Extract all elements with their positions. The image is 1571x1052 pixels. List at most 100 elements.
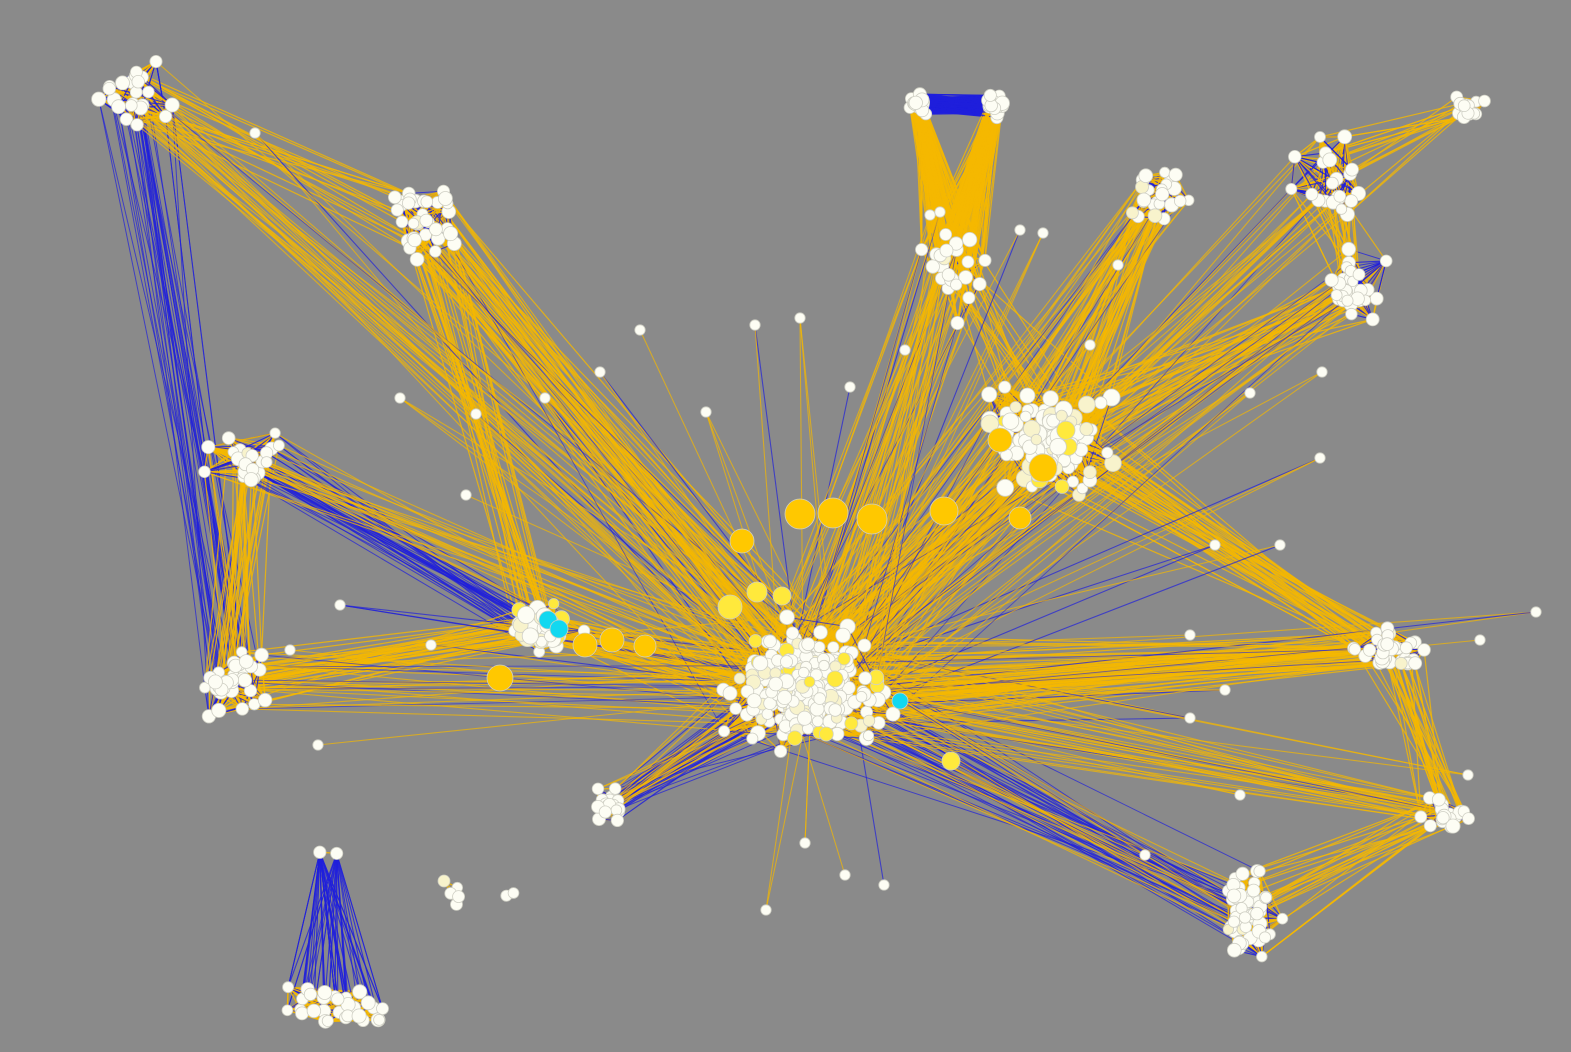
graph-node[interactable]: [729, 702, 742, 715]
graph-node[interactable]: [443, 226, 459, 242]
graph-node[interactable]: [1084, 339, 1096, 351]
graph-node[interactable]: [1155, 187, 1170, 202]
graph-node[interactable]: [125, 99, 138, 112]
graph-node[interactable]: [1030, 433, 1043, 446]
graph-node[interactable]: [1184, 712, 1196, 724]
graph-node[interactable]: [981, 386, 998, 403]
graph-node[interactable]: [235, 702, 250, 716]
graph-node[interactable]: [609, 782, 622, 795]
graph-node[interactable]: [950, 278, 963, 291]
graph-node[interactable]: [407, 232, 422, 248]
graph-node[interactable]: [1260, 891, 1273, 904]
graph-node[interactable]: [844, 381, 856, 393]
graph-node[interactable]: [1414, 810, 1428, 824]
graph-node[interactable]: [331, 992, 345, 1006]
graph-node[interactable]: [352, 984, 368, 1000]
graph-node[interactable]: [1219, 684, 1231, 696]
graph-node[interactable]: [452, 890, 466, 903]
graph-node[interactable]: [794, 312, 806, 324]
hub-node[interactable]: [772, 586, 792, 606]
graph-node[interactable]: [428, 222, 443, 237]
graph-node[interactable]: [111, 99, 126, 115]
graph-node[interactable]: [962, 291, 976, 305]
graph-node[interactable]: [1462, 769, 1474, 781]
graph-node[interactable]: [1423, 819, 1437, 833]
graph-node[interactable]: [460, 489, 472, 501]
graph-node[interactable]: [419, 213, 434, 228]
graph-node[interactable]: [312, 739, 324, 751]
graph-node[interactable]: [1042, 390, 1059, 407]
graph-node[interactable]: [748, 634, 763, 648]
graph-node[interactable]: [1325, 176, 1339, 190]
graph-node[interactable]: [1112, 259, 1124, 271]
graph-node[interactable]: [1530, 606, 1542, 618]
graph-node[interactable]: [958, 270, 973, 285]
graph-node[interactable]: [1078, 395, 1096, 414]
graph-node[interactable]: [763, 634, 777, 648]
graph-node[interactable]: [1345, 162, 1359, 177]
graph-node[interactable]: [980, 414, 1000, 434]
graph-node[interactable]: [407, 217, 420, 230]
graph-node[interactable]: [813, 625, 828, 640]
graph-node[interactable]: [799, 837, 811, 849]
hub-node[interactable]: [1008, 506, 1032, 530]
graph-node[interactable]: [1104, 454, 1122, 473]
graph-node[interactable]: [243, 472, 259, 488]
graph-node[interactable]: [317, 985, 333, 1000]
graph-node[interactable]: [939, 228, 953, 241]
graph-node[interactable]: [787, 730, 803, 746]
graph-node[interactable]: [429, 245, 442, 258]
graph-node[interactable]: [1014, 224, 1026, 236]
graph-node[interactable]: [281, 1004, 294, 1017]
graph-node[interactable]: [198, 465, 211, 479]
graph-node[interactable]: [239, 654, 254, 669]
graph-node[interactable]: [1184, 629, 1196, 641]
graph-node[interactable]: [395, 215, 409, 229]
hub-node[interactable]: [929, 496, 959, 526]
graph-node[interactable]: [878, 879, 890, 891]
graph-node[interactable]: [1256, 950, 1268, 963]
graph-node[interactable]: [972, 277, 987, 292]
graph-node[interactable]: [295, 1006, 309, 1021]
graph-node[interactable]: [1209, 539, 1221, 551]
graph-node[interactable]: [131, 74, 145, 89]
graph-node[interactable]: [934, 206, 946, 218]
graph-node[interactable]: [746, 693, 762, 709]
graph-node[interactable]: [321, 1014, 334, 1027]
hub-node[interactable]: [572, 632, 598, 658]
graph-node[interactable]: [1337, 129, 1353, 145]
graph-node[interactable]: [797, 710, 813, 726]
graph-node[interactable]: [102, 81, 117, 96]
graph-node[interactable]: [91, 91, 107, 107]
graph-node[interactable]: [254, 647, 269, 663]
hub-node[interactable]: [784, 498, 816, 530]
graph-node[interactable]: [1335, 203, 1348, 215]
graph-node[interactable]: [1314, 452, 1326, 464]
graph-node[interactable]: [722, 685, 738, 701]
graph-node[interactable]: [507, 887, 520, 899]
graph-node[interactable]: [1246, 883, 1261, 898]
graph-node[interactable]: [401, 196, 416, 210]
graph-node[interactable]: [1330, 289, 1343, 302]
graph-node[interactable]: [818, 659, 830, 672]
graph-node[interactable]: [284, 644, 296, 656]
graph-node[interactable]: [1056, 420, 1076, 440]
graph-node[interactable]: [390, 203, 404, 217]
graph-node[interactable]: [351, 1008, 367, 1024]
graph-node[interactable]: [950, 315, 965, 330]
graph-node[interactable]: [1305, 187, 1319, 201]
graph-node[interactable]: [752, 655, 769, 672]
graph-node[interactable]: [394, 392, 406, 404]
graph-node[interactable]: [1344, 194, 1358, 208]
graph-node[interactable]: [1139, 849, 1151, 861]
graph-node[interactable]: [1259, 931, 1272, 944]
hub-node[interactable]: [987, 427, 1013, 453]
graph-node[interactable]: [373, 1014, 386, 1026]
graph-node[interactable]: [1244, 387, 1256, 399]
graph-node[interactable]: [1227, 942, 1242, 958]
graph-node[interactable]: [818, 726, 834, 742]
graph-node[interactable]: [376, 1002, 389, 1015]
graph-node[interactable]: [1227, 915, 1241, 928]
graph-node[interactable]: [1417, 643, 1431, 657]
graph-node[interactable]: [634, 324, 646, 336]
